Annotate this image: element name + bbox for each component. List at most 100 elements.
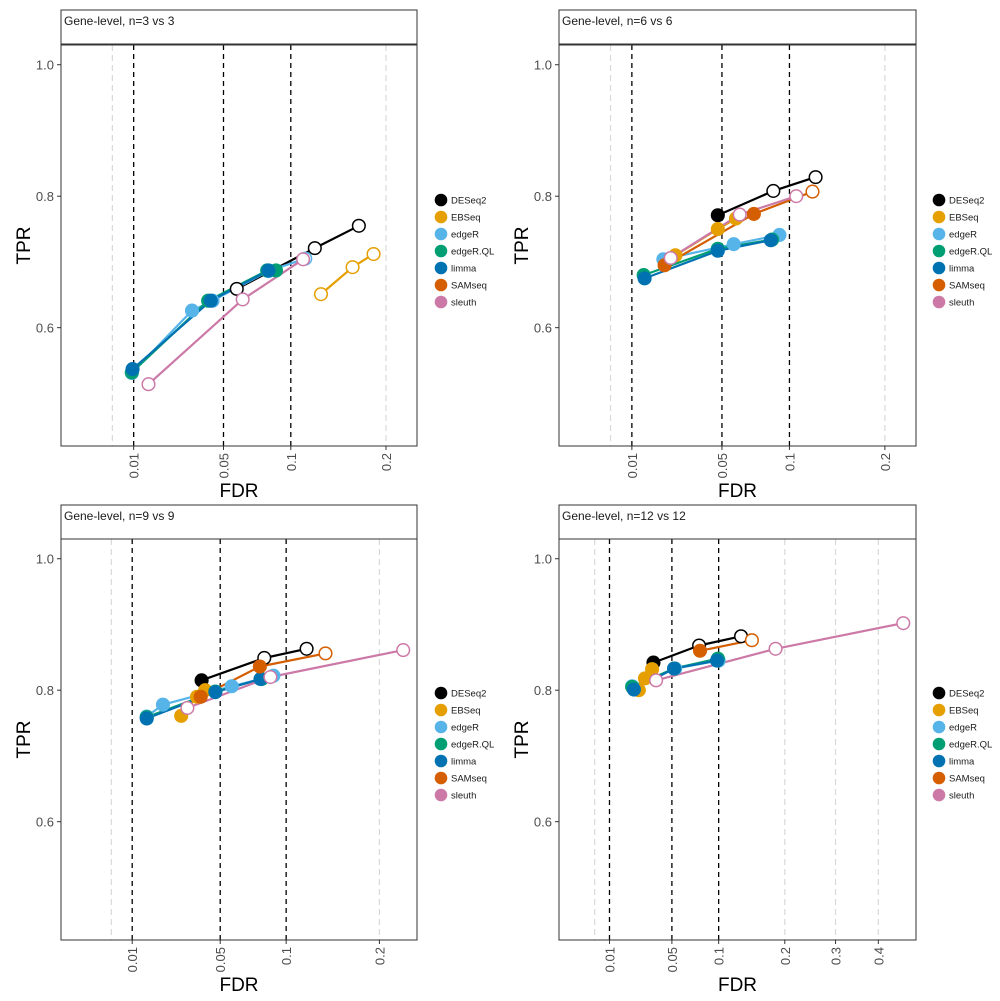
legend-key-edger-ql: [932, 244, 946, 258]
data-point-deseq2: [229, 281, 244, 296]
data-point-samseq: [744, 633, 759, 648]
data-point-limma: [710, 653, 725, 668]
x-axis-title: FDR: [219, 975, 258, 996]
legend-label: SAMseq: [949, 281, 985, 292]
x-tick-label: 0.2: [379, 453, 394, 471]
facet-title: Gene-level, n=6 vs 6: [562, 14, 673, 28]
legend-label: EBSeq: [451, 706, 481, 717]
legend-label: edgeR: [451, 230, 479, 241]
data-point-edger: [224, 679, 239, 694]
data-point-samseq: [193, 689, 208, 704]
legend-key-samseq: [932, 771, 946, 785]
y-tick-label: 0.8: [36, 189, 54, 204]
x-axis-title: FDR: [718, 975, 757, 996]
panel-border: [60, 44, 418, 447]
y-tick-label: 1.0: [36, 58, 54, 73]
panel-3: Gene-level, n=9 vs 9 0.6 0.8 1.0 0.01 0.05 0.1…: [14, 504, 494, 996]
data-point-limma: [139, 711, 154, 726]
legend-key-edger-ql: [434, 737, 448, 751]
data-point-limma: [626, 682, 641, 697]
data-point-limma: [667, 661, 682, 676]
series-line-limma: [131, 269, 270, 370]
legend-label: edgeR.QL: [451, 247, 494, 258]
panel-2: Gene-level, n=6 vs 6 0.6 0.8 1.0 0.01 0.05 0.1…: [512, 9, 992, 502]
legend-label: sleuth: [949, 791, 974, 802]
data-point-sleuth: [789, 189, 804, 204]
legend-key-edger: [434, 227, 448, 241]
legend-label: limma: [451, 264, 477, 275]
y-axis-title: TPR: [512, 721, 533, 759]
y-tick-label: 1.0: [534, 552, 552, 567]
legend-key-samseq: [434, 771, 448, 785]
legend: DESeq2 EBSeq edgeR edgeR.QL limma SAMseq sleut…: [932, 193, 992, 309]
y-tick-label: 1.0: [534, 58, 552, 73]
data-point-limma: [125, 362, 140, 377]
data-point-sleuth: [141, 377, 156, 392]
data-point-samseq: [805, 184, 820, 199]
legend-key-edger: [434, 720, 448, 734]
legend: DESeq2 EBSeq edgeR edgeR.QL limma SAMseq sleut…: [434, 193, 494, 309]
data-point-sleuth: [768, 641, 783, 656]
data-point-sleuth: [896, 616, 911, 631]
data-point-deseq2: [299, 641, 314, 656]
x-axis-title: FDR: [219, 481, 258, 502]
y-tick-label: 0.6: [534, 321, 552, 336]
legend-key-samseq: [932, 278, 946, 292]
series-line-ebseq: [320, 253, 375, 295]
data-point-ebseq: [710, 222, 725, 237]
legend-label: DESeq2: [949, 196, 984, 207]
y-tick-label: 0.8: [534, 189, 552, 204]
data-point-sleuth: [396, 643, 411, 658]
facet-strip: [558, 504, 917, 540]
legend: DESeq2 EBSeq edgeR edgeR.QL limma SAMseq sleut…: [434, 686, 494, 802]
x-tick-label: 0.1: [284, 453, 299, 471]
x-tick-label: 0.2: [778, 947, 793, 965]
legend-label: edgeR: [949, 723, 977, 734]
data-point-limma: [637, 271, 652, 286]
facet-title: Gene-level, n=3 vs 3: [64, 14, 175, 28]
data-point-limma: [763, 233, 778, 248]
legend-key-deseq2: [932, 193, 946, 207]
y-tick-label: 0.8: [36, 683, 54, 698]
data-point-edger: [184, 303, 200, 318]
panel-4: Gene-level, n=12 vs 12 0.6 0.8 1.0 0.01 0.05 0…: [512, 504, 992, 996]
legend-label: edgeR: [949, 230, 977, 241]
x-tick-label: 0.05: [715, 453, 730, 478]
facet-title: Gene-level, n=12 vs 12: [562, 509, 686, 523]
data-point-ebseq: [366, 246, 381, 262]
data-point-samseq: [252, 659, 267, 674]
facet-strip: [60, 504, 418, 540]
y-axis-title: TPR: [14, 721, 35, 759]
data-point-limma: [208, 685, 223, 700]
series-line-sleuth: [147, 258, 304, 386]
legend-label: sleuth: [949, 298, 974, 309]
legend-label: SAMseq: [451, 281, 487, 292]
panel-border: [60, 538, 418, 941]
data-point-limma: [261, 263, 276, 278]
data-point-sleuth: [180, 700, 195, 715]
legend-key-deseq2: [434, 686, 448, 700]
x-tick-label: 0.2: [878, 453, 893, 471]
data-point-limma: [203, 293, 218, 308]
legend-label: EBSeq: [949, 706, 979, 717]
x-tick-label: 0.1: [279, 947, 294, 965]
legend-key-ebseq: [932, 703, 946, 717]
data-point-deseq2: [766, 183, 781, 198]
y-tick-label: 1.0: [36, 552, 54, 567]
legend-key-samseq: [434, 278, 448, 292]
x-tick-label: 0.01: [625, 453, 640, 478]
data-point-ebseq: [313, 287, 329, 302]
legend-key-edger-ql: [932, 737, 946, 751]
x-tick-label: 0.1: [712, 947, 727, 965]
legend-key-limma: [932, 754, 946, 768]
y-tick-label: 0.8: [534, 683, 552, 698]
legend-key-limma: [434, 754, 448, 768]
legend-label: sleuth: [451, 298, 476, 309]
data-point-sleuth: [732, 207, 747, 222]
legend-label: EBSeq: [949, 213, 979, 224]
legend-key-sleuth: [932, 788, 946, 802]
y-axis-title: TPR: [512, 227, 533, 265]
y-tick-label: 0.6: [534, 815, 552, 830]
legend: DESeq2 EBSeq edgeR edgeR.QL limma SAMseq sleut…: [932, 686, 992, 802]
